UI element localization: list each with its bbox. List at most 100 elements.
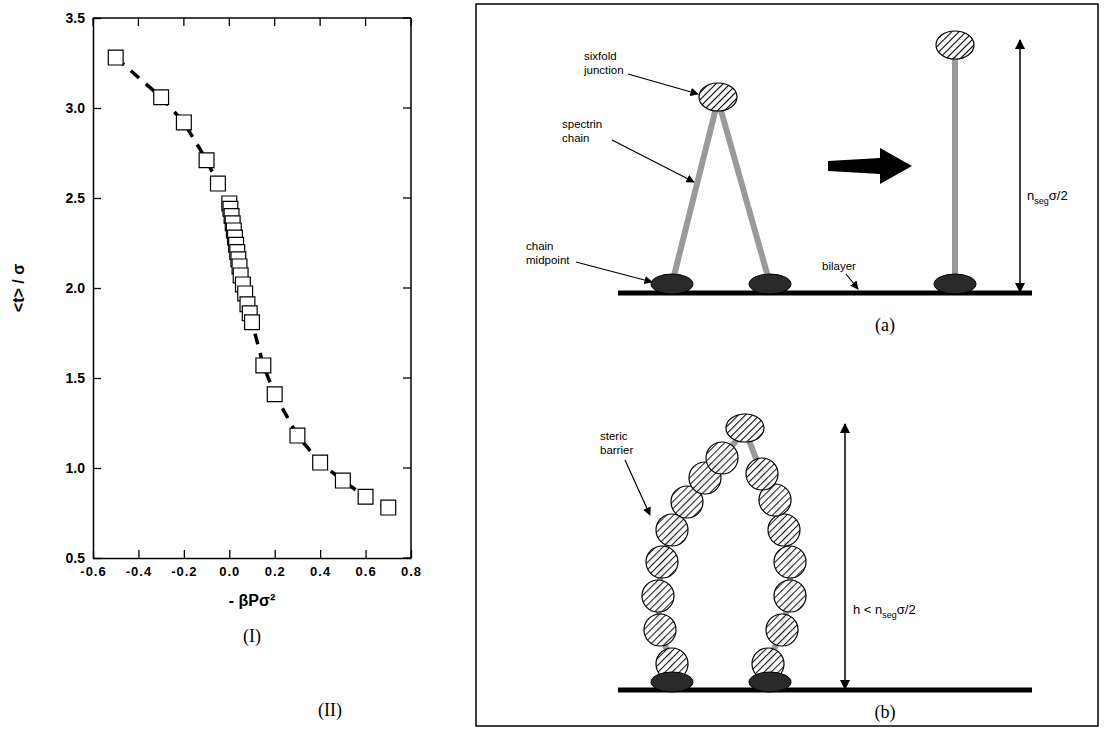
- y-tick: 1.0: [66, 460, 101, 476]
- steric-bead: [656, 514, 688, 546]
- x-tick-mark-top: [274, 18, 275, 26]
- y-tick-mark-right: [403, 197, 411, 198]
- sixfold-junction: [699, 83, 737, 111]
- x-tick-mark: [275, 550, 276, 558]
- data-point: [256, 358, 271, 373]
- y-tick: 0.5: [66, 550, 101, 566]
- pointer-arrow: [846, 274, 858, 289]
- data-point: [290, 428, 305, 443]
- x-tick-mark-top: [92, 18, 93, 26]
- x-tick-label: 0.8: [401, 564, 422, 579]
- y-axis: 0.5 1.0 1.5 2.0 2.5 3.0 3.5: [66, 10, 101, 566]
- x-tick-label: 0.6: [356, 564, 377, 579]
- data-point: [358, 489, 373, 504]
- y-tick-mark-right: [403, 557, 411, 558]
- x-tick-mark-top: [365, 18, 366, 26]
- height-label-part: σ/2: [897, 602, 916, 617]
- x-tick-label: 0.0: [219, 564, 240, 579]
- height-label-part: σ/2: [1049, 188, 1068, 203]
- data-point: [267, 387, 282, 402]
- x-axis: -0.6 -0.4 -0.2 0.0 0.2 0.4 0.6 0.8: [80, 550, 422, 579]
- y-axis-title: <t> / σ: [10, 264, 27, 312]
- x-tick: -0.4: [126, 550, 152, 579]
- y-tick-mark-right: [403, 17, 411, 18]
- data-point: [154, 90, 169, 105]
- panel-label: (II): [318, 700, 342, 721]
- height-arrow: [844, 424, 846, 689]
- data-point: [199, 153, 214, 168]
- diagram: nsegσ/2sixfoldjunctionspectrinchainchain…: [476, 4, 1098, 726]
- x-tick-mark-top: [138, 18, 139, 26]
- steric-bead: [706, 442, 738, 474]
- steric-bead: [774, 580, 806, 612]
- x-tick-label: 0.4: [310, 564, 331, 579]
- y-tick-label: 3.0: [66, 100, 86, 116]
- data-point: [335, 473, 350, 488]
- y-tick-label: 0.5: [66, 550, 86, 566]
- steric-bead: [766, 614, 798, 646]
- x-tick-mark: [229, 550, 230, 558]
- barrier-label: stericbarrier: [600, 430, 633, 456]
- y-tick-label: 1.0: [66, 460, 86, 476]
- spectrin-chain: [672, 100, 718, 284]
- data-point: [176, 115, 191, 130]
- x-tick-label: -0.2: [171, 564, 197, 579]
- height-label-subscript: seg: [882, 610, 897, 620]
- x-tick-mark: [138, 550, 139, 558]
- pointer-arrow: [612, 140, 694, 182]
- x-tick-label: -0.4: [126, 564, 152, 579]
- y-tick-label: 2.0: [66, 280, 86, 296]
- midpoint-label-line: midpoint: [526, 254, 570, 266]
- figure: -0.6 -0.4 -0.2 0.0 0.2 0.4 0.6 0.8 0.5 1.0 1.5 2.0 2…: [0, 0, 1117, 730]
- steric-bead: [642, 580, 674, 612]
- x-tick-mark: [365, 550, 366, 558]
- data-point: [245, 315, 260, 330]
- transition-arrow: [828, 148, 912, 184]
- series-line: [116, 58, 389, 508]
- y-tick-label: 2.5: [66, 190, 86, 206]
- x-tick-label: 0.2: [265, 564, 286, 579]
- chain-label-line: spectrin: [562, 118, 602, 130]
- height-label: nsegσ/2: [1027, 188, 1068, 206]
- height-arrow: [1019, 40, 1021, 292]
- steric-bead: [646, 546, 678, 578]
- sixfold-junction: [936, 31, 974, 59]
- junction-label: sixfoldjunction: [583, 50, 624, 76]
- y-tick-mark-right: [403, 467, 411, 468]
- x-axis-title: - βPσ²: [229, 592, 275, 609]
- height-label-part: n: [1027, 188, 1034, 203]
- caption: (a): [875, 315, 895, 336]
- x-tick-mark: [184, 550, 185, 558]
- x-tick-mark-top: [229, 18, 230, 26]
- caption: (b): [875, 702, 896, 723]
- data-point: [313, 455, 328, 470]
- height-label-subscript: seg: [1034, 196, 1049, 206]
- x-tick-mark-top: [319, 18, 320, 26]
- chart: -0.6 -0.4 -0.2 0.0 0.2 0.4 0.6 0.8 0.5 1.0 1.5 2.0 2…: [10, 10, 422, 609]
- x-tick-label: -0.6: [80, 564, 106, 579]
- panel-label: (I): [243, 626, 261, 647]
- x-tick: 0.2: [265, 550, 286, 579]
- y-tick-mark: [93, 558, 101, 559]
- steric-bead: [644, 614, 676, 646]
- sixfold-junction: [726, 414, 764, 442]
- midpoint-label: chain midpoint: [526, 240, 570, 266]
- spectrin-chain: [718, 100, 770, 284]
- y-tick-mark-right: [403, 287, 411, 288]
- y-tick-mark: [93, 198, 101, 199]
- x-tick-mark: [320, 550, 321, 558]
- data-point: [108, 50, 123, 65]
- chain-midpoint: [934, 274, 976, 294]
- midpoint-label-line: chain: [526, 240, 554, 252]
- barrier-label-line: steric: [600, 430, 628, 442]
- y-tick-label: 3.5: [66, 10, 86, 26]
- y-tick-mark: [93, 108, 101, 109]
- y-tick-label: 1.5: [66, 370, 86, 386]
- x-axis-line: [94, 558, 412, 560]
- chain-midpoint: [749, 672, 791, 692]
- diagram-frame: [476, 4, 1098, 726]
- x-tick-mark-top: [183, 18, 184, 26]
- steric-bead: [768, 514, 800, 546]
- pointer-arrow: [628, 74, 698, 94]
- pointer-arrow: [625, 460, 650, 515]
